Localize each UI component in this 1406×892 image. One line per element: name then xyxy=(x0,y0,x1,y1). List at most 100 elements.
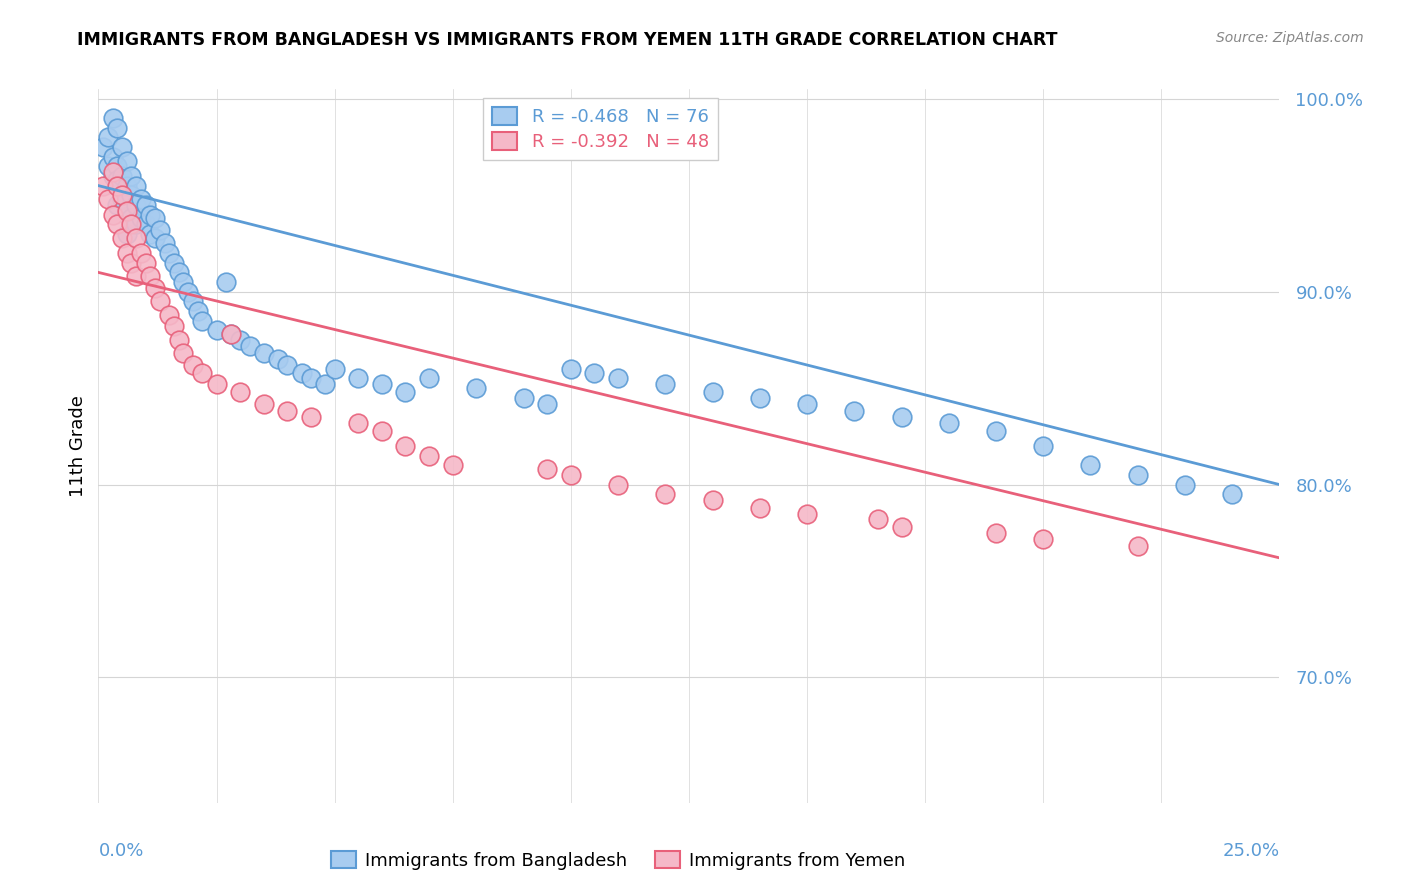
Point xyxy=(111,192,134,206)
Point xyxy=(1032,532,1054,546)
Point xyxy=(215,275,238,289)
Point xyxy=(702,384,724,399)
Point xyxy=(149,294,172,309)
Point xyxy=(97,130,120,145)
Point xyxy=(101,165,124,179)
Point xyxy=(654,487,676,501)
Point xyxy=(105,120,128,135)
Point xyxy=(115,227,138,241)
Point xyxy=(111,230,134,244)
Point xyxy=(512,391,534,405)
Point xyxy=(560,467,582,482)
Point xyxy=(229,333,252,347)
Point xyxy=(465,381,488,395)
Point xyxy=(172,275,194,289)
Point xyxy=(129,192,152,206)
Point xyxy=(125,198,148,212)
Legend: Immigrants from Bangladesh, Immigrants from Yemen: Immigrants from Bangladesh, Immigrants f… xyxy=(322,842,914,879)
Point xyxy=(418,449,440,463)
Point xyxy=(938,416,960,430)
Point xyxy=(129,246,152,260)
Point xyxy=(583,366,606,380)
Point xyxy=(143,281,166,295)
Point xyxy=(115,153,138,168)
Point xyxy=(125,217,148,231)
Point xyxy=(191,313,214,327)
Point xyxy=(135,217,157,231)
Point xyxy=(143,230,166,244)
Point xyxy=(157,308,180,322)
Point xyxy=(229,384,252,399)
Point xyxy=(441,458,464,473)
Point xyxy=(111,169,134,183)
Point xyxy=(125,178,148,193)
Point xyxy=(253,346,276,360)
Point xyxy=(890,410,912,425)
Point xyxy=(205,377,228,392)
Point xyxy=(167,265,190,279)
Point xyxy=(371,424,394,438)
Point xyxy=(654,377,676,392)
Point xyxy=(97,192,120,206)
Point xyxy=(163,256,186,270)
Point xyxy=(560,362,582,376)
Point xyxy=(276,404,298,418)
Point xyxy=(219,327,242,342)
Point xyxy=(205,323,228,337)
Point xyxy=(101,150,124,164)
Point xyxy=(253,396,276,410)
Y-axis label: 11th Grade: 11th Grade xyxy=(69,395,87,497)
Point xyxy=(1032,439,1054,453)
Point xyxy=(115,203,138,218)
Point xyxy=(371,377,394,392)
Point xyxy=(115,178,138,193)
Point xyxy=(125,230,148,244)
Point xyxy=(299,371,322,385)
Point xyxy=(125,269,148,284)
Point xyxy=(866,512,889,526)
Point xyxy=(105,159,128,173)
Point xyxy=(121,211,143,226)
Point xyxy=(394,439,416,453)
Point xyxy=(153,236,176,251)
Point xyxy=(607,477,630,491)
Point xyxy=(135,256,157,270)
Point xyxy=(115,203,138,218)
Text: 0.0%: 0.0% xyxy=(98,842,143,860)
Point xyxy=(984,525,1007,540)
Point xyxy=(181,358,204,372)
Point xyxy=(191,366,214,380)
Point xyxy=(1126,539,1149,553)
Point xyxy=(1080,458,1102,473)
Point xyxy=(139,208,162,222)
Point xyxy=(1126,467,1149,482)
Point xyxy=(91,178,114,193)
Point xyxy=(121,217,143,231)
Point xyxy=(536,396,558,410)
Point xyxy=(796,507,818,521)
Text: 25.0%: 25.0% xyxy=(1222,842,1279,860)
Point xyxy=(111,140,134,154)
Point xyxy=(299,410,322,425)
Point xyxy=(121,169,143,183)
Point xyxy=(181,294,204,309)
Point xyxy=(91,140,114,154)
Point xyxy=(105,173,128,187)
Point xyxy=(984,424,1007,438)
Point xyxy=(135,198,157,212)
Point xyxy=(143,211,166,226)
Point xyxy=(111,188,134,202)
Point xyxy=(314,377,336,392)
Point xyxy=(844,404,866,418)
Point xyxy=(323,362,346,376)
Point xyxy=(796,396,818,410)
Point xyxy=(121,256,143,270)
Point xyxy=(105,217,128,231)
Text: IMMIGRANTS FROM BANGLADESH VS IMMIGRANTS FROM YEMEN 11TH GRADE CORRELATION CHART: IMMIGRANTS FROM BANGLADESH VS IMMIGRANTS… xyxy=(77,31,1057,49)
Point xyxy=(607,371,630,385)
Point xyxy=(121,188,143,202)
Point xyxy=(276,358,298,372)
Point xyxy=(290,366,312,380)
Point xyxy=(172,346,194,360)
Point xyxy=(394,384,416,399)
